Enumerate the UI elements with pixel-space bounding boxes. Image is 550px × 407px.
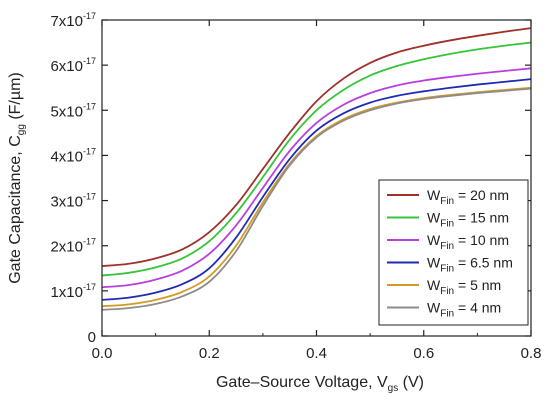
y-tick-mantissa: 5x10 <box>50 103 83 120</box>
y-tick-mantissa: 1x10 <box>50 284 83 301</box>
legend-label-subscript: Fin <box>440 286 454 297</box>
y-tick-label: 2x10-17 <box>50 237 96 256</box>
y-tick-exponent: -17 <box>83 101 96 111</box>
x-tick-label: 0.6 <box>413 345 434 362</box>
legend-label-main: W <box>427 255 441 271</box>
legend-label-subscript: Fin <box>440 219 454 230</box>
y-tick-exponent: -17 <box>83 146 96 156</box>
y-axis-title: Gate Capacitance, Cgg (F/µm) <box>7 72 27 284</box>
legend-label-1: WFin = 15 nm <box>427 210 509 230</box>
series-line-4 <box>101 86 532 308</box>
y-tick-mantissa: 6x10 <box>50 58 83 75</box>
series-layer <box>101 27 532 311</box>
y-tick-exponent: -17 <box>83 56 96 66</box>
legend-label-2: WFin = 10 nm <box>427 232 509 252</box>
legend-box <box>378 179 529 326</box>
legend-label-suffix: = 5 nm <box>454 277 501 293</box>
legend-label-main: W <box>427 187 441 203</box>
y-axis-title-main: Gate Capacitance, C <box>7 135 24 284</box>
y-tick-mantissa: 3x10 <box>50 194 83 211</box>
legend-label-subscript: Fin <box>440 196 454 207</box>
legend-label-3: WFin = 6.5 nm <box>427 255 513 275</box>
legend-label-main: W <box>427 277 441 293</box>
x-tick-label: 0.8 <box>521 345 542 362</box>
y-axis-title-subscript: gg <box>16 124 27 135</box>
series-line-2 <box>101 67 532 289</box>
x-axis-title-subscript: gs <box>388 383 399 394</box>
legend-label-main: W <box>427 300 441 316</box>
y-tick-exponent: -17 <box>83 11 96 21</box>
legend-label-5: WFin = 4 nm <box>427 300 501 320</box>
legend-label-suffix: = 15 nm <box>454 210 509 226</box>
x-axis-title-main: Gate–Source Voltage, V <box>216 374 388 391</box>
x-axis-title: Gate–Source Voltage, Vgs (V) <box>216 374 424 394</box>
y-tick-exponent: -17 <box>83 192 96 202</box>
y-tick-mantissa: 0 <box>88 329 96 346</box>
legend-label-suffix: = 20 nm <box>454 187 509 203</box>
x-tick-label: 0.2 <box>199 345 220 362</box>
legend-label-main: W <box>427 210 441 226</box>
series-line-5 <box>101 87 532 311</box>
y-axis-title-unit: (F/µm) <box>7 72 24 124</box>
y-tick-label: 4x10-17 <box>50 146 96 165</box>
series-line-3 <box>101 78 532 301</box>
y-tick-label: 7x10-17 <box>50 11 96 30</box>
legend-label-0: WFin = 20 nm <box>427 187 509 207</box>
legend-label-subscript: Fin <box>440 241 454 252</box>
y-tick-label: 1x10-17 <box>50 282 96 301</box>
y-tick-exponent: -17 <box>83 237 96 247</box>
x-axis-title-unit: (V) <box>398 374 424 391</box>
y-tick-label: 5x10-17 <box>50 101 96 120</box>
legend-label-subscript: Fin <box>440 309 454 320</box>
legend-label-main: W <box>427 232 441 248</box>
y-tick-mantissa: 7x10 <box>50 13 83 30</box>
y-tick-mantissa: 4x10 <box>50 148 83 165</box>
series-line-0 <box>101 27 532 267</box>
x-tick-label: 0.4 <box>306 345 327 362</box>
legend-label-suffix: = 6.5 nm <box>454 255 513 271</box>
ticks-layer: 0.0 0.2 0.4 0.6 0.801x10-172x10-173x10-174x1… <box>50 11 541 362</box>
y-tick-label: 3x10-17 <box>50 192 96 211</box>
series-line-1 <box>101 41 532 277</box>
y-tick-mantissa: 2x10 <box>50 239 83 256</box>
y-tick-label: 6x10-17 <box>50 56 96 75</box>
y-tick-label: 0 <box>88 329 96 346</box>
x-tick-label: 0.0 <box>92 345 113 362</box>
legend-label-suffix: = 10 nm <box>454 232 509 248</box>
legend-label-4: WFin = 5 nm <box>427 277 501 297</box>
legend-label-subscript: Fin <box>440 264 454 275</box>
legend-label-suffix: = 4 nm <box>454 300 501 316</box>
y-tick-exponent: -17 <box>83 282 96 292</box>
